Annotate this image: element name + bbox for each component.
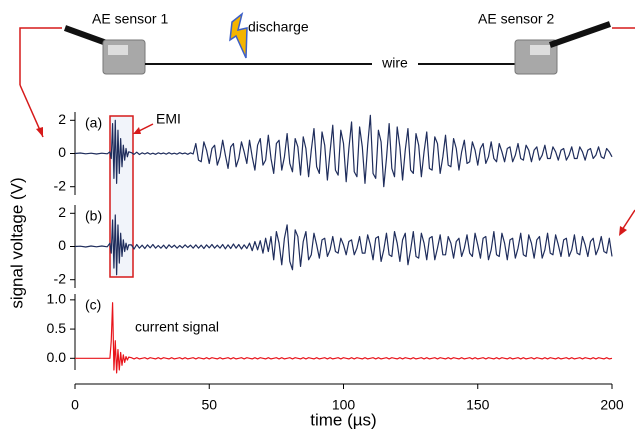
y-tick-label: 1.0 bbox=[47, 291, 67, 307]
y-axis-label: signal voltage (V) bbox=[7, 177, 26, 308]
signal-line bbox=[74, 114, 613, 188]
y-tick-label: -2 bbox=[54, 177, 67, 193]
wire-label: wire bbox=[381, 55, 408, 71]
y-tick-label: 0 bbox=[58, 237, 66, 253]
y-tick-label: 0.5 bbox=[47, 320, 67, 336]
annotation: current signal bbox=[135, 319, 219, 335]
sensor2-label: AE sensor 2 bbox=[478, 11, 554, 27]
y-tick-label: -2 bbox=[54, 270, 67, 286]
x-tick-label: 100 bbox=[332, 397, 356, 413]
x-tick-label: 0 bbox=[71, 397, 79, 413]
sensor2-lead bbox=[621, 209, 635, 231]
y-tick-label: 0.0 bbox=[47, 349, 67, 365]
signal-line bbox=[75, 302, 613, 374]
sensor-tag bbox=[108, 45, 128, 55]
arrowhead bbox=[133, 127, 141, 134]
discharge-label: discharge bbox=[248, 19, 309, 35]
panel-label: (a) bbox=[85, 115, 102, 131]
arrowhead bbox=[36, 127, 43, 137]
lightning bbox=[229, 12, 248, 59]
signal-line bbox=[74, 214, 613, 276]
x-axis-label: time (µs) bbox=[310, 410, 376, 429]
y-tick-label: 2 bbox=[58, 111, 66, 127]
sensor-tag bbox=[530, 45, 550, 55]
cable bbox=[549, 21, 611, 48]
panel-label: (b) bbox=[85, 208, 102, 224]
panel-label: (c) bbox=[85, 297, 101, 313]
annotation: EMI bbox=[156, 111, 181, 127]
illustration: AE sensor 1 discharge wire AE sensor 2 bbox=[19, 11, 635, 236]
x-tick-label: 200 bbox=[600, 397, 624, 413]
wire-gap bbox=[372, 56, 418, 72]
arrowhead bbox=[619, 226, 627, 236]
y-tick-label: 2 bbox=[58, 204, 66, 220]
sensor1-lead bbox=[19, 27, 62, 85]
x-tick-label: 150 bbox=[466, 397, 490, 413]
y-tick-label: 0 bbox=[58, 144, 66, 160]
sensor1-label: AE sensor 1 bbox=[92, 11, 168, 27]
x-tick-label: 50 bbox=[201, 397, 217, 413]
